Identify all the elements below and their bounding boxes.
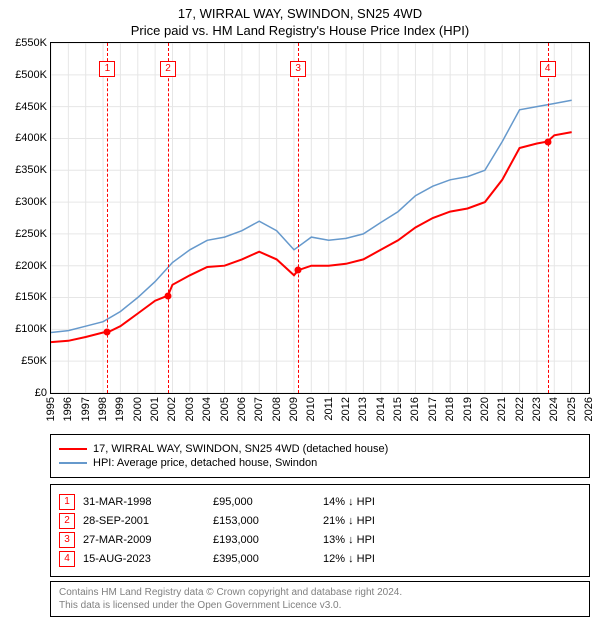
x-axis-label: 2019 (462, 397, 474, 421)
legend-label: 17, WIRRAL WAY, SWINDON, SN25 4WD (detac… (93, 443, 388, 455)
sale-marker-box: 3 (290, 61, 306, 77)
x-axis-label: 2003 (184, 397, 196, 421)
sale-marker-box: 4 (540, 61, 556, 77)
sale-marker-dot (544, 138, 551, 145)
sale-marker-line (168, 43, 169, 393)
x-axis-label: 2024 (548, 397, 560, 421)
x-axis-label: 2007 (253, 397, 265, 421)
x-axis-label: 1995 (45, 397, 57, 421)
chart-svg (51, 43, 589, 393)
attribution-footer: Contains HM Land Registry data © Crown c… (50, 581, 590, 617)
y-axis-label: £400K (15, 132, 47, 144)
sales-table: 1 31-MAR-1998£95,00014% ↓ HPI 2 28-SEP-2001… (50, 484, 590, 577)
x-axis-label: 2011 (323, 397, 335, 421)
x-axis-label: 1998 (97, 397, 109, 421)
sale-marker-dot (164, 292, 171, 299)
x-axis-label: 2010 (305, 397, 317, 421)
x-axis-label: 2017 (427, 397, 439, 421)
footer-line: Contains HM Land Registry data © Crown c… (59, 586, 581, 599)
y-axis-label: £350K (15, 164, 47, 176)
legend-swatch (59, 448, 87, 450)
x-axis-label: 2020 (479, 397, 491, 421)
sale-row: 3 27-MAR-2009£193,00013% ↓ HPI (59, 532, 581, 548)
sale-delta: 21% ↓ HPI (323, 515, 433, 527)
x-axis-label: 2001 (149, 397, 161, 421)
legend-item: HPI: Average price, detached house, Swin… (59, 457, 581, 469)
x-axis-label: 2025 (566, 397, 578, 421)
x-axis-label: 1997 (80, 397, 92, 421)
legend-swatch (59, 462, 87, 464)
x-axis-label: 2000 (132, 397, 144, 421)
sale-number-box: 2 (59, 513, 75, 529)
x-axis-label: 2016 (409, 397, 421, 421)
x-axis-label: 2005 (219, 397, 231, 421)
sale-date: 15-AUG-2023 (83, 553, 213, 565)
y-axis-label: £200K (15, 260, 47, 272)
x-axis-label: 2006 (236, 397, 248, 421)
y-axis-label: £50K (21, 355, 47, 367)
x-axis-label: 1999 (114, 397, 126, 421)
sale-marker-box: 1 (99, 61, 115, 77)
chart-title-line1: 17, WIRRAL WAY, SWINDON, SN25 4WD (0, 0, 600, 23)
y-axis-label: £300K (15, 196, 47, 208)
x-axis-label: 2004 (201, 397, 213, 421)
chart-legend: 17, WIRRAL WAY, SWINDON, SN25 4WD (detac… (50, 434, 590, 478)
y-axis-label: £100K (15, 323, 47, 335)
x-axis-label: 1996 (62, 397, 74, 421)
x-axis-label: 2008 (271, 397, 283, 421)
y-axis-label: £150K (15, 291, 47, 303)
sale-price: £95,000 (213, 496, 323, 508)
chart-plot-area: £0£50K£100K£150K£200K£250K£300K£350K£400… (50, 42, 590, 394)
sale-marker-box: 2 (160, 61, 176, 77)
chart-title-line2: Price paid vs. HM Land Registry's House … (0, 23, 600, 42)
x-axis-label: 2013 (357, 397, 369, 421)
x-axis-label: 2015 (392, 397, 404, 421)
x-axis-label: 2026 (583, 397, 595, 421)
sale-number-box: 1 (59, 494, 75, 510)
sale-number-box: 4 (59, 551, 75, 567)
sale-number-box: 3 (59, 532, 75, 548)
sale-price: £193,000 (213, 534, 323, 546)
x-axis-label: 2022 (514, 397, 526, 421)
sale-row: 2 28-SEP-2001£153,00021% ↓ HPI (59, 513, 581, 529)
sale-marker-line (298, 43, 299, 393)
sale-delta: 12% ↓ HPI (323, 553, 433, 565)
sale-price: £395,000 (213, 553, 323, 565)
sale-row: 4 15-AUG-2023£395,00012% ↓ HPI (59, 551, 581, 567)
sale-delta: 14% ↓ HPI (323, 496, 433, 508)
y-axis-label: £450K (15, 101, 47, 113)
y-axis-label: £550K (15, 37, 47, 49)
sale-marker-line (548, 43, 549, 393)
sale-date: 31-MAR-1998 (83, 496, 213, 508)
y-axis-label: £250K (15, 228, 47, 240)
sale-date: 28-SEP-2001 (83, 515, 213, 527)
sale-marker-dot (104, 329, 111, 336)
y-axis-label: £500K (15, 69, 47, 81)
x-axis-label: 2009 (288, 397, 300, 421)
x-axis-label: 2018 (444, 397, 456, 421)
x-axis-label: 2002 (166, 397, 178, 421)
x-axis-label: 2014 (375, 397, 387, 421)
footer-line: This data is licensed under the Open Gov… (59, 599, 581, 612)
x-axis-label: 2023 (531, 397, 543, 421)
sale-marker-line (107, 43, 108, 393)
x-axis-label: 2012 (340, 397, 352, 421)
x-axis-label: 2021 (496, 397, 508, 421)
sale-row: 1 31-MAR-1998£95,00014% ↓ HPI (59, 494, 581, 510)
sale-marker-dot (295, 267, 302, 274)
legend-item: 17, WIRRAL WAY, SWINDON, SN25 4WD (detac… (59, 443, 581, 455)
sale-date: 27-MAR-2009 (83, 534, 213, 546)
sale-delta: 13% ↓ HPI (323, 534, 433, 546)
sale-price: £153,000 (213, 515, 323, 527)
legend-label: HPI: Average price, detached house, Swin… (93, 457, 317, 469)
